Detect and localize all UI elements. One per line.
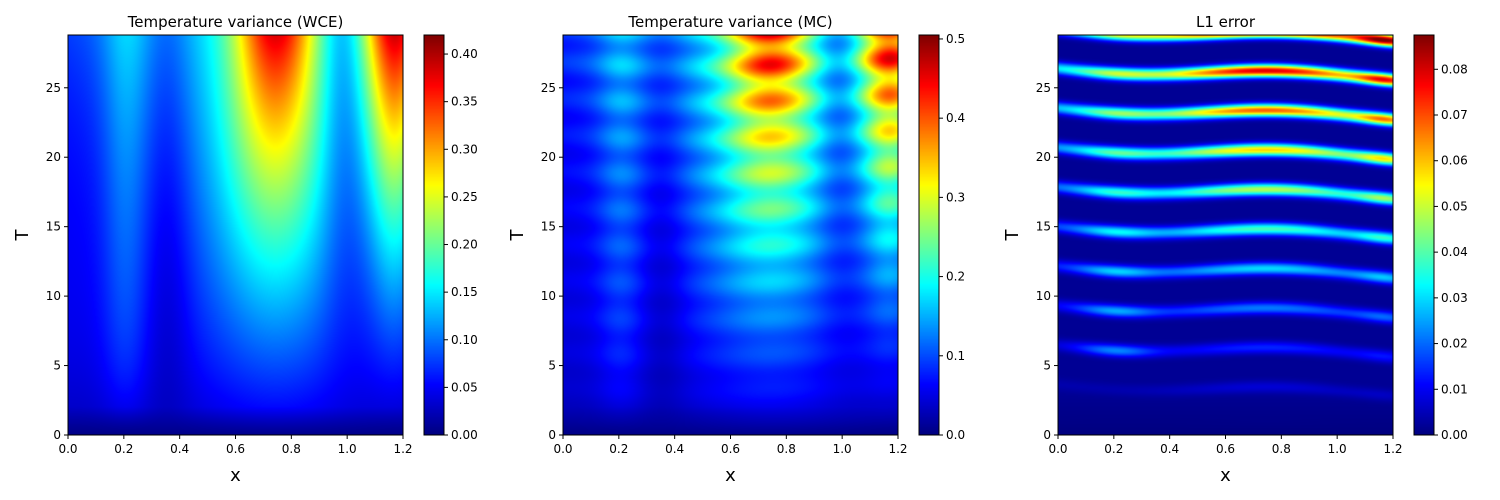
y-tick-label: 10 (1036, 289, 1051, 303)
y-tick-label: 20 (1036, 150, 1051, 164)
wce-variance-colorbar (424, 35, 444, 435)
colorbar-tick-label: 0.03 (1441, 291, 1468, 305)
x-tick-label: 1.0 (1328, 442, 1347, 456)
l1-error-colorbar (1414, 35, 1434, 435)
colorbar-tick-label: 0.04 (1441, 245, 1468, 259)
y-axis-label: T (12, 229, 33, 242)
y-tick-label: 0 (548, 428, 556, 442)
colorbar-tick-label: 0.10 (451, 333, 478, 347)
colorbar-frame (423, 34, 445, 436)
x-tick-label: 1.2 (1383, 442, 1402, 456)
y-tick-label: 25 (541, 81, 556, 95)
colorbar-tick-label: 0.01 (1441, 382, 1468, 396)
plot-frame (1057, 34, 1394, 436)
x-tick-label: 0.0 (58, 442, 77, 456)
wce-variance-heatmap (68, 35, 403, 435)
x-tick-label: 0.8 (282, 442, 301, 456)
x-axis-label: x (230, 465, 241, 486)
colorbar-tick-label: 0.25 (451, 190, 478, 204)
y-tick-label: 15 (46, 220, 61, 234)
colorbar-tick-label: 0.0 (946, 428, 965, 442)
x-tick-label: 0.2 (114, 442, 133, 456)
x-tick-label: 0.6 (226, 442, 245, 456)
x-axis-label: x (725, 465, 736, 486)
chart-title: Temperature variance (MC) (627, 13, 832, 31)
x-tick-label: 1.2 (393, 442, 412, 456)
colorbar-tick-label: 0.07 (1441, 108, 1468, 122)
y-tick-label: 20 (541, 150, 556, 164)
mc-variance-heatmap (563, 35, 898, 435)
colorbar-frame (918, 34, 940, 436)
colorbar-tick-label: 0.02 (1441, 337, 1468, 351)
x-tick-label: 0.4 (665, 442, 684, 456)
y-tick-label: 0 (53, 428, 61, 442)
colorbar-tick-label: 0.06 (1441, 154, 1468, 168)
y-tick-label: 0 (1043, 428, 1051, 442)
mc-variance-colorbar (919, 35, 939, 435)
colorbar-tick-label: 0.20 (451, 238, 478, 252)
colorbar-tick-label: 0.40 (451, 47, 478, 61)
colorbar-tick-label: 0.5 (946, 32, 965, 46)
colorbar-tick-label: 0.2 (946, 270, 965, 284)
x-tick-label: 0.0 (1048, 442, 1067, 456)
y-tick-label: 20 (46, 150, 61, 164)
y-tick-label: 5 (548, 359, 556, 373)
y-tick-label: 10 (541, 289, 556, 303)
x-tick-label: 1.0 (338, 442, 357, 456)
x-tick-label: 0.8 (777, 442, 796, 456)
colorbar-tick-label: 0.05 (451, 380, 478, 394)
x-tick-label: 0.6 (721, 442, 740, 456)
colorbar-tick-label: 0.1 (946, 349, 965, 363)
y-tick-label: 25 (1036, 81, 1051, 95)
x-tick-label: 0.6 (1216, 442, 1235, 456)
y-tick-label: 15 (541, 220, 556, 234)
colorbar-tick-label: 0.3 (946, 190, 965, 204)
chart-title: L1 error (1196, 13, 1256, 31)
x-tick-label: 1.2 (888, 442, 907, 456)
x-tick-label: 1.0 (833, 442, 852, 456)
plot-frame (562, 34, 899, 436)
x-tick-label: 0.4 (1160, 442, 1179, 456)
chart-title: Temperature variance (WCE) (127, 13, 344, 31)
x-tick-label: 0.0 (553, 442, 572, 456)
y-tick-label: 15 (1036, 220, 1051, 234)
colorbar-tick-label: 0.35 (451, 95, 478, 109)
x-tick-label: 0.2 (1104, 442, 1123, 456)
colorbar-tick-label: 0.30 (451, 142, 478, 156)
colorbar-tick-label: 0.00 (1441, 428, 1468, 442)
y-tick-label: 5 (1043, 359, 1051, 373)
colorbar-tick-label: 0.15 (451, 285, 478, 299)
y-axis-label: T (1002, 229, 1023, 242)
y-tick-label: 10 (46, 289, 61, 303)
colorbar-tick-label: 0.4 (946, 111, 965, 125)
l1-error-heatmap (1058, 35, 1393, 435)
colorbar-tick-label: 0.00 (451, 428, 478, 442)
y-axis-label: T (507, 229, 528, 242)
plot-frame (67, 34, 404, 436)
colorbar-frame (1413, 34, 1435, 436)
x-tick-label: 0.4 (170, 442, 189, 456)
colorbar-tick-label: 0.05 (1441, 199, 1468, 213)
x-axis-label: x (1220, 465, 1231, 486)
x-tick-label: 0.2 (609, 442, 628, 456)
y-tick-label: 25 (46, 81, 61, 95)
y-tick-label: 5 (53, 359, 61, 373)
x-tick-label: 0.8 (1272, 442, 1291, 456)
colorbar-tick-label: 0.08 (1441, 62, 1468, 76)
